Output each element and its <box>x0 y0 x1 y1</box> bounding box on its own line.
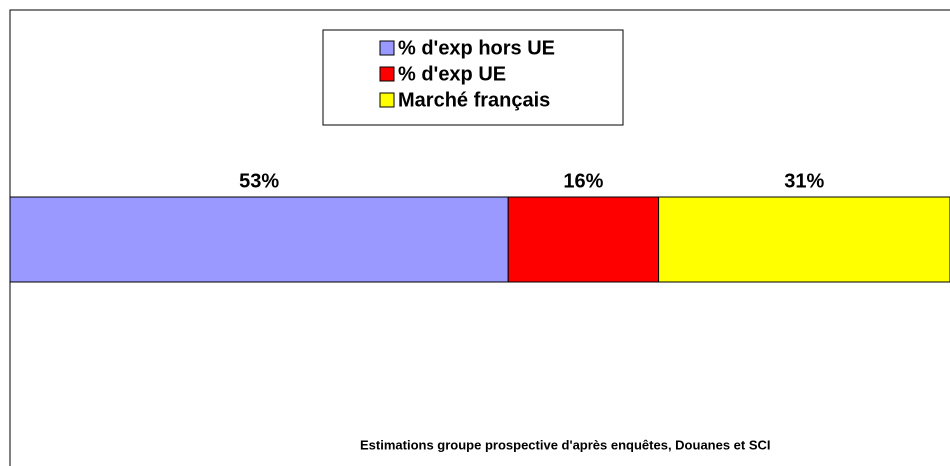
legend-swatch <box>379 66 395 82</box>
legend-label: Marché français <box>398 89 550 111</box>
bar-segment <box>9 196 509 283</box>
bar-segment <box>658 196 950 283</box>
legend-swatch <box>379 40 395 56</box>
data-label: 16% <box>563 170 603 192</box>
data-label: 31% <box>784 170 824 192</box>
legend-swatch <box>379 92 395 108</box>
data-label: 53% <box>239 170 279 192</box>
legend-label: % d'exp hors UE <box>398 37 555 59</box>
bar-segment <box>507 196 660 283</box>
source-note: Estimations groupe prospective d'après e… <box>360 437 771 452</box>
legend-label: % d'exp UE <box>398 63 506 85</box>
plot-border <box>9 9 950 466</box>
legend-box <box>322 29 624 126</box>
